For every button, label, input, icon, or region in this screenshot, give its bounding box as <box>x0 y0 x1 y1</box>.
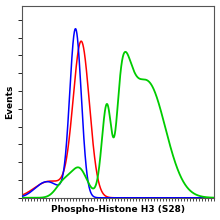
Y-axis label: Events: Events <box>6 84 15 119</box>
X-axis label: Phospho-Histone H3 (S28): Phospho-Histone H3 (S28) <box>51 205 185 214</box>
